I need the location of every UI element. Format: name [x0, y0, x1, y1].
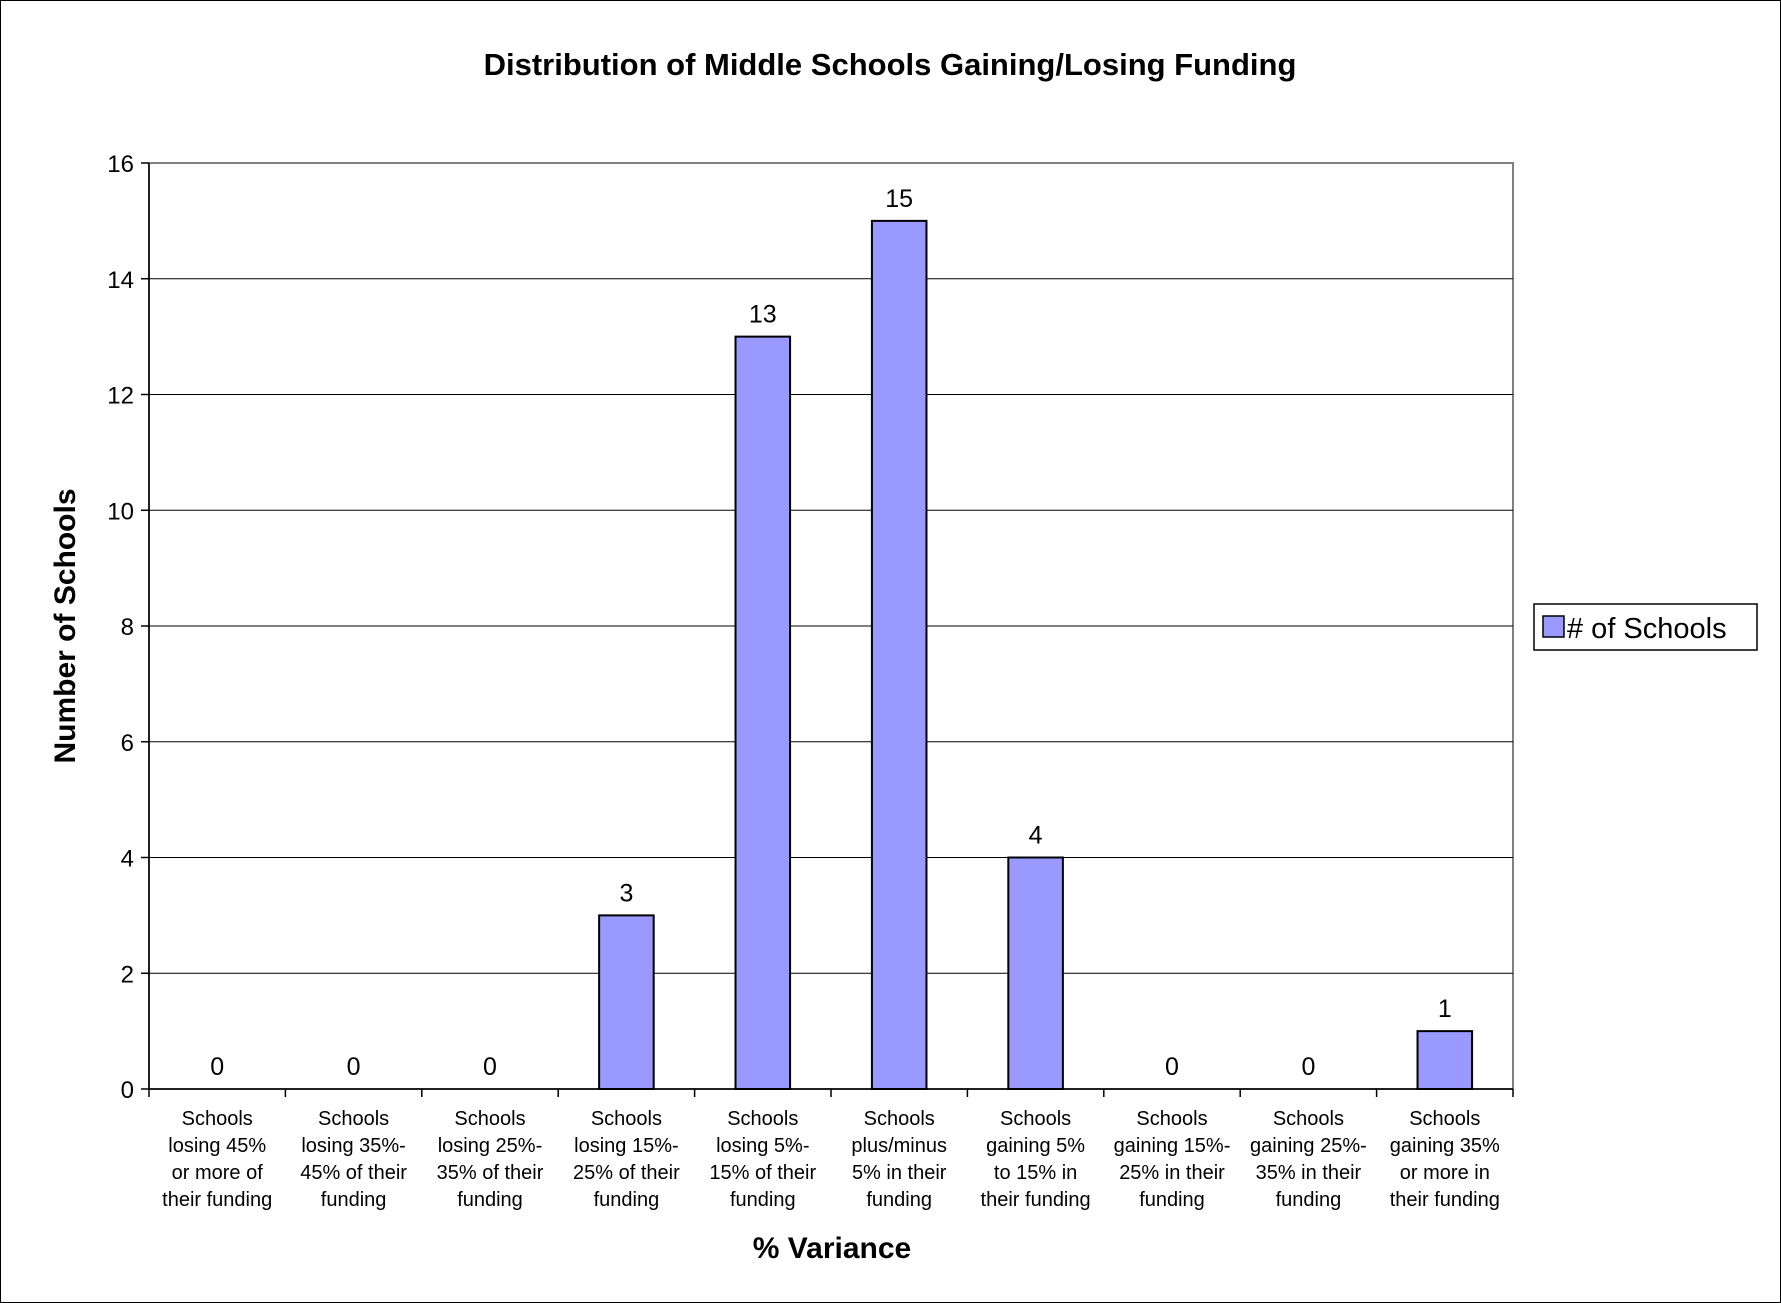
- data-label: 3: [619, 879, 633, 907]
- data-label: 0: [483, 1053, 497, 1081]
- category-label-line: funding: [1276, 1189, 1342, 1211]
- category-label-line: Schools: [1000, 1108, 1071, 1130]
- y-tick-label: 12: [107, 383, 134, 410]
- category-label-line: or more in: [1400, 1162, 1490, 1184]
- y-tick-label: 16: [107, 151, 134, 178]
- category-label: Schools losing 35%- 45% of their funding: [300, 1108, 407, 1211]
- category-label-line: losing 15%-: [574, 1135, 679, 1157]
- legend-box: [1533, 603, 1758, 651]
- category-label-line: their funding: [981, 1189, 1091, 1211]
- category-label-line: 25% in their: [1119, 1162, 1225, 1184]
- category-label-line: 45% of their: [300, 1162, 407, 1184]
- category-label-line: funding: [730, 1189, 796, 1211]
- category-label-line: losing 25%-: [438, 1135, 543, 1157]
- bar: [1007, 856, 1064, 1090]
- category-label: Schools losing 5%- 15% of their funding: [709, 1108, 816, 1211]
- category-label-line: 5% in their: [852, 1162, 947, 1184]
- data-label: 0: [210, 1053, 224, 1081]
- bar: [870, 219, 928, 1090]
- category-label-line: funding: [457, 1189, 523, 1211]
- category-label-line: gaining 25%-: [1250, 1135, 1367, 1157]
- category-label: Schools losing 25%- 35% of their funding: [437, 1108, 544, 1211]
- data-labels: 0 0 0 3 13 15 4 0 0 1: [210, 185, 1452, 1081]
- category-label-line: Schools: [182, 1108, 253, 1130]
- category-label-line: losing 45%: [168, 1135, 266, 1157]
- y-tick-label: 0: [121, 1077, 134, 1104]
- y-tick-label: 8: [121, 614, 134, 641]
- category-label: Schools losing 45% or more of their funding: [162, 1108, 272, 1211]
- category-label-line: gaining 15%-: [1114, 1135, 1231, 1157]
- bar: [1416, 1030, 1474, 1090]
- bar: [598, 914, 655, 1090]
- category-label-line: 35% of their: [437, 1162, 544, 1184]
- category-label-line: or more of: [172, 1162, 264, 1184]
- category-label-line: plus/minus: [851, 1135, 947, 1157]
- chart-title: Distribution of Middle Schools Gaining/L…: [484, 47, 1297, 82]
- category-label-line: funding: [594, 1189, 660, 1211]
- y-axis-title: Number of Schools: [49, 488, 82, 763]
- y-tick-label: 4: [121, 846, 134, 873]
- category-label: Schools gaining 15%- 25% in their funding: [1114, 1108, 1231, 1211]
- category-label-line: Schools: [864, 1108, 935, 1130]
- category-label: Schools gaining 5% to 15% in their funding: [981, 1108, 1091, 1211]
- y-tick-label: 14: [107, 267, 134, 294]
- category-label: Schools plus/minus 5% in their funding: [851, 1108, 947, 1211]
- category-label-line: Schools: [318, 1108, 389, 1130]
- bar: [734, 335, 792, 1090]
- data-label: 0: [1165, 1053, 1179, 1081]
- legend-label: # of Schools: [1567, 613, 1727, 645]
- category-label-line: Schools: [727, 1108, 798, 1130]
- category-label-line: funding: [321, 1189, 387, 1211]
- data-label: 4: [1029, 822, 1043, 850]
- data-label: 13: [749, 301, 777, 329]
- legend: # of Schools: [1533, 603, 1758, 651]
- category-label-line: 35% in their: [1256, 1162, 1362, 1184]
- category-label-line: losing 35%-: [301, 1135, 406, 1157]
- category-label-line: their funding: [1390, 1189, 1500, 1211]
- x-axis-title: % Variance: [753, 1232, 911, 1265]
- category-label-line: Schools: [591, 1108, 662, 1130]
- y-tick-label: 6: [121, 730, 134, 757]
- category-label-line: Schools: [1409, 1108, 1480, 1130]
- category-label-line: funding: [1139, 1189, 1205, 1211]
- category-labels: Schools losing 45% or more of their funding…: [162, 1108, 1500, 1211]
- category-label: Schools losing 15%- 25% of their funding: [573, 1108, 680, 1211]
- data-label: 1: [1438, 995, 1452, 1023]
- y-tick-label: 2: [121, 961, 134, 988]
- category-label: Schools gaining 35% or more in their fundin…: [1390, 1108, 1500, 1211]
- category-label: Schools gaining 25%- 35% in their funding: [1250, 1108, 1367, 1211]
- data-label: 0: [1301, 1053, 1315, 1081]
- category-label-line: to 15% in: [994, 1162, 1077, 1184]
- x-axis-ticks: [148, 1089, 1514, 1097]
- category-label-line: 25% of their: [573, 1162, 680, 1184]
- category-label-line: Schools: [454, 1108, 525, 1130]
- category-label-line: funding: [866, 1189, 932, 1211]
- bars: [598, 219, 1474, 1090]
- category-label-line: losing 5%-: [716, 1135, 809, 1157]
- category-label-line: gaining 35%: [1390, 1135, 1500, 1157]
- data-label: 0: [347, 1053, 361, 1081]
- category-label-line: their funding: [162, 1189, 272, 1211]
- y-axis-ticks: 0 2 4 6 8 10 12 14 16: [107, 151, 149, 1104]
- y-tick-label: 10: [107, 498, 134, 525]
- category-label-line: gaining 5%: [986, 1135, 1085, 1157]
- legend-swatch: [1542, 615, 1565, 638]
- data-label: 15: [885, 185, 913, 213]
- gridlines: [149, 278, 1513, 974]
- category-label-line: Schools: [1273, 1108, 1344, 1130]
- category-label-line: 15% of their: [709, 1162, 816, 1184]
- category-label-line: Schools: [1136, 1108, 1207, 1130]
